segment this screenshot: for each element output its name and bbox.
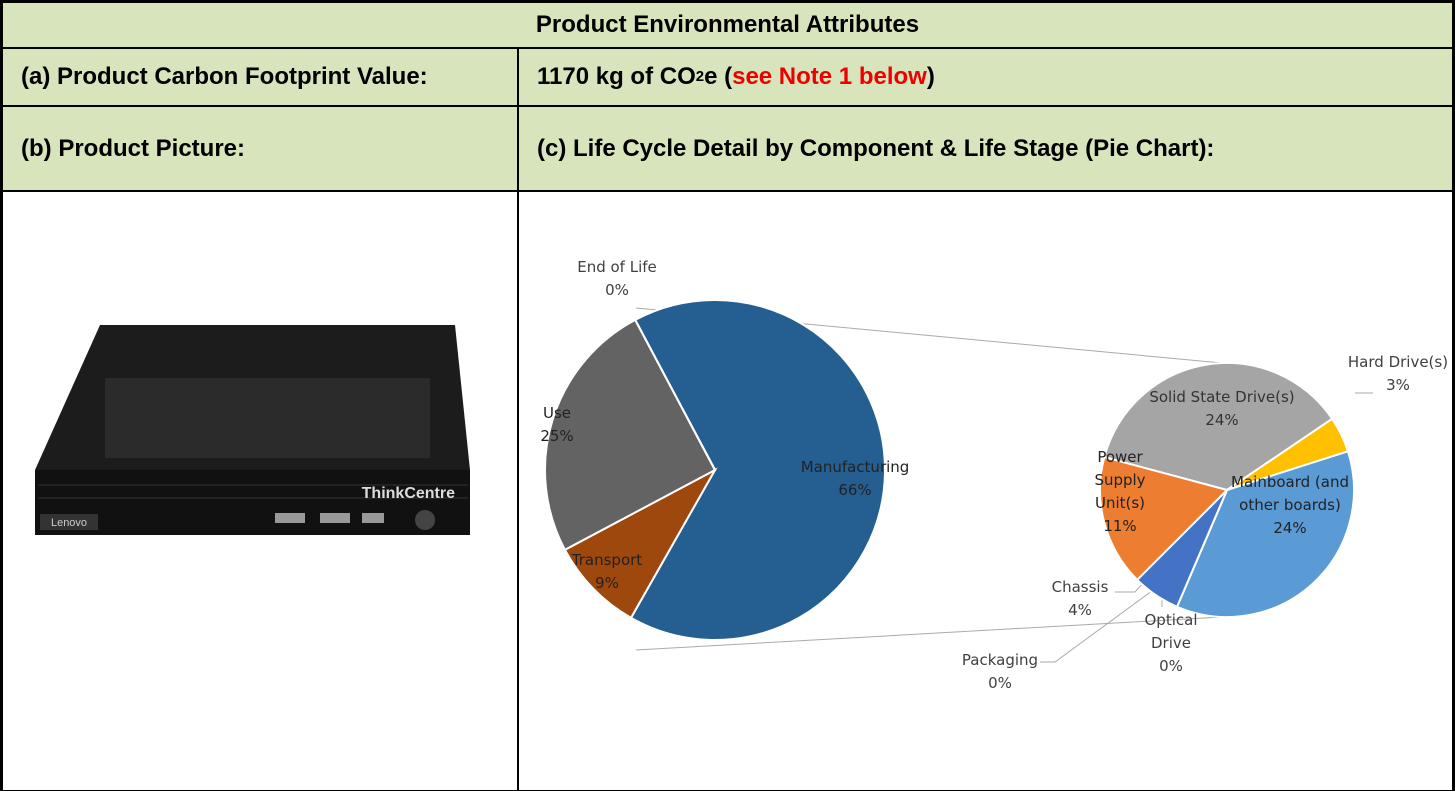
value-label: 25%: [540, 427, 573, 445]
label-line: Hard Drive(s): [1348, 353, 1448, 371]
value-label: 0%: [1159, 657, 1183, 675]
slice-label: Hard Drive(s): [1348, 353, 1448, 371]
slice-label: Solid State Drive(s): [1149, 388, 1294, 406]
slice-label: Optical Drive: [1145, 611, 1198, 652]
slice-label: Manufacturing: [801, 458, 910, 476]
label-line: Unit(s): [1095, 494, 1145, 512]
label-line: Mainboard (and: [1231, 473, 1349, 491]
page: Product Environmental Attributes (a) Pro…: [0, 0, 1455, 782]
brand: Lenovo: [51, 517, 87, 529]
label-line: Supply: [1094, 471, 1145, 489]
slice-label: Chassis: [1052, 578, 1109, 596]
value-label: 66%: [838, 481, 871, 499]
label-line: Chassis: [1052, 578, 1109, 596]
value-label: 3%: [1386, 376, 1410, 394]
product-picture: ThinkCentre Lenovo: [35, 325, 470, 535]
value-label: 0%: [988, 674, 1012, 692]
slice-label: Transport: [571, 551, 643, 569]
slice-label: Use: [543, 404, 571, 422]
value-label: 0%: [605, 281, 629, 299]
value-label: 24%: [1273, 519, 1306, 537]
label-line: Optical: [1145, 611, 1198, 629]
value-label: 24%: [1205, 411, 1238, 429]
label-line: Solid State Drive(s): [1149, 388, 1294, 406]
value-label: 4%: [1068, 601, 1092, 619]
slice-label: End of Life: [577, 258, 657, 276]
label-line: Power: [1097, 448, 1143, 466]
label-line: Use: [543, 404, 571, 422]
label-line: other boards): [1239, 496, 1341, 514]
label-line: Packaging: [962, 651, 1038, 669]
label-line: Drive: [1151, 634, 1191, 652]
label-line: Transport: [571, 551, 643, 569]
label-line: End of Life: [577, 258, 657, 276]
value-label: 9%: [595, 574, 619, 592]
label-line: Manufacturing: [801, 458, 910, 476]
chart: ThinkCentre Lenovo Manufacturing 66% Trans…: [0, 0, 1455, 782]
slice-label: Packaging: [962, 651, 1038, 669]
brand: ThinkCentre: [362, 485, 455, 502]
slice-label: Power Supply Unit(s): [1094, 448, 1145, 512]
value-label: 11%: [1103, 517, 1136, 535]
